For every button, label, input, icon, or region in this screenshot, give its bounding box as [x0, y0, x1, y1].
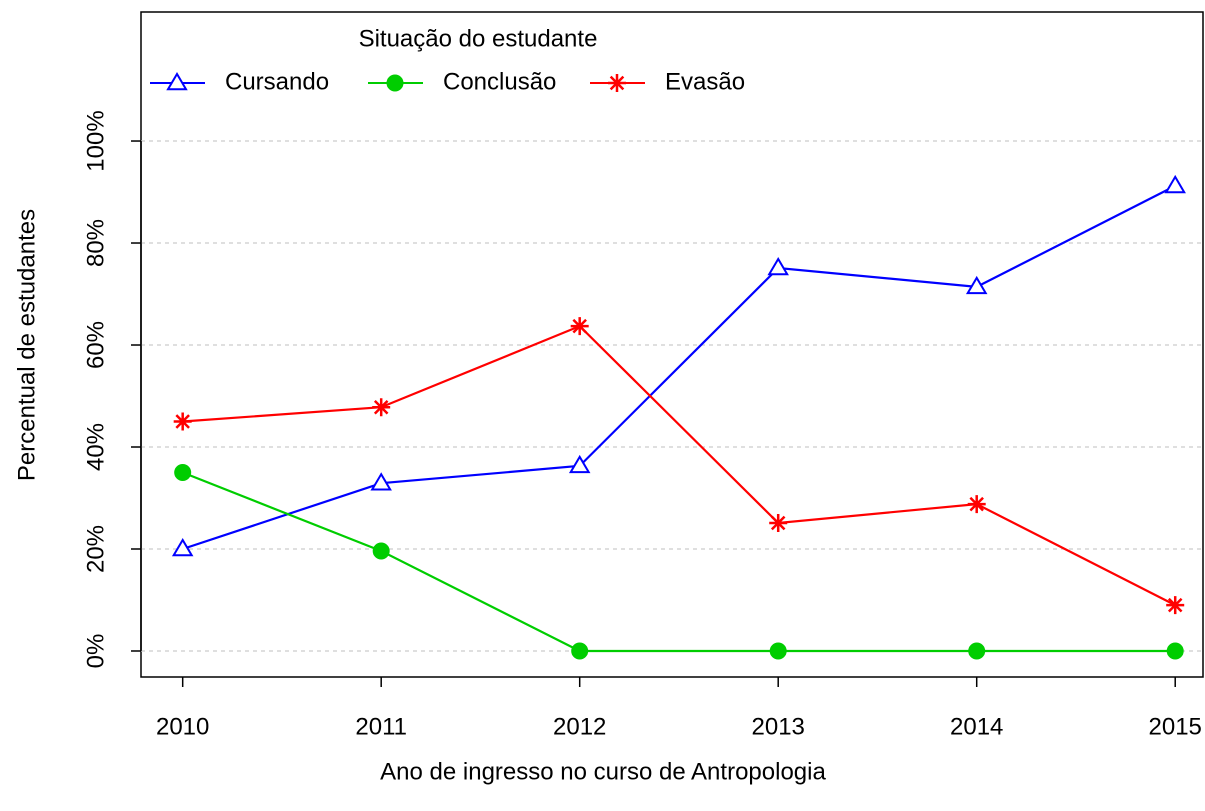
data-point: [370, 472, 392, 491]
legend-title: Situação do estudante: [359, 25, 598, 52]
x-tick-label: 2010: [156, 713, 209, 740]
data-point: [571, 642, 589, 660]
y-axis-title: Percentual de estudantes: [13, 209, 40, 481]
data-point: [767, 257, 789, 276]
data-point: [1164, 174, 1186, 194]
data-point: [968, 642, 986, 660]
data-point: [171, 538, 194, 557]
y-tick-label: 40%: [82, 423, 109, 471]
y-tick-label: 0%: [82, 634, 109, 669]
series-line: [182, 324, 1176, 607]
series-line: [182, 184, 1176, 551]
legend-marker: [166, 72, 188, 91]
data-point: [1166, 596, 1185, 615]
x-axis-title: Ano de ingresso no curso de Antropologia: [380, 758, 826, 785]
data-point: [967, 495, 986, 514]
y-tick-label: 100%: [82, 110, 109, 171]
y-tick-label: 60%: [82, 321, 109, 369]
y-tick-label: 20%: [82, 525, 109, 573]
data-point: [570, 317, 589, 336]
series-line: [182, 471, 1176, 653]
data-point: [965, 275, 988, 295]
data-point: [1166, 642, 1184, 660]
data-point: [174, 464, 192, 482]
data-point: [372, 398, 391, 417]
y-tick-label: 80%: [82, 219, 109, 267]
data-point: [769, 513, 788, 532]
x-tick-label: 2015: [1149, 713, 1202, 740]
data-point: [173, 412, 192, 431]
data-point: [372, 542, 390, 560]
legend-marker: [386, 74, 404, 92]
x-tick-label: 2014: [950, 713, 1003, 740]
x-tick-label: 2012: [553, 713, 606, 740]
x-tick-label: 2011: [355, 713, 407, 740]
legend-label: Cursando: [225, 68, 329, 95]
data-point: [769, 642, 787, 660]
legend-marker: [608, 74, 626, 92]
x-tick-label: 2013: [752, 713, 805, 740]
legend-label: Conclusão: [443, 68, 556, 95]
data-point: [568, 454, 591, 474]
legend-label: Evasão: [665, 68, 745, 95]
